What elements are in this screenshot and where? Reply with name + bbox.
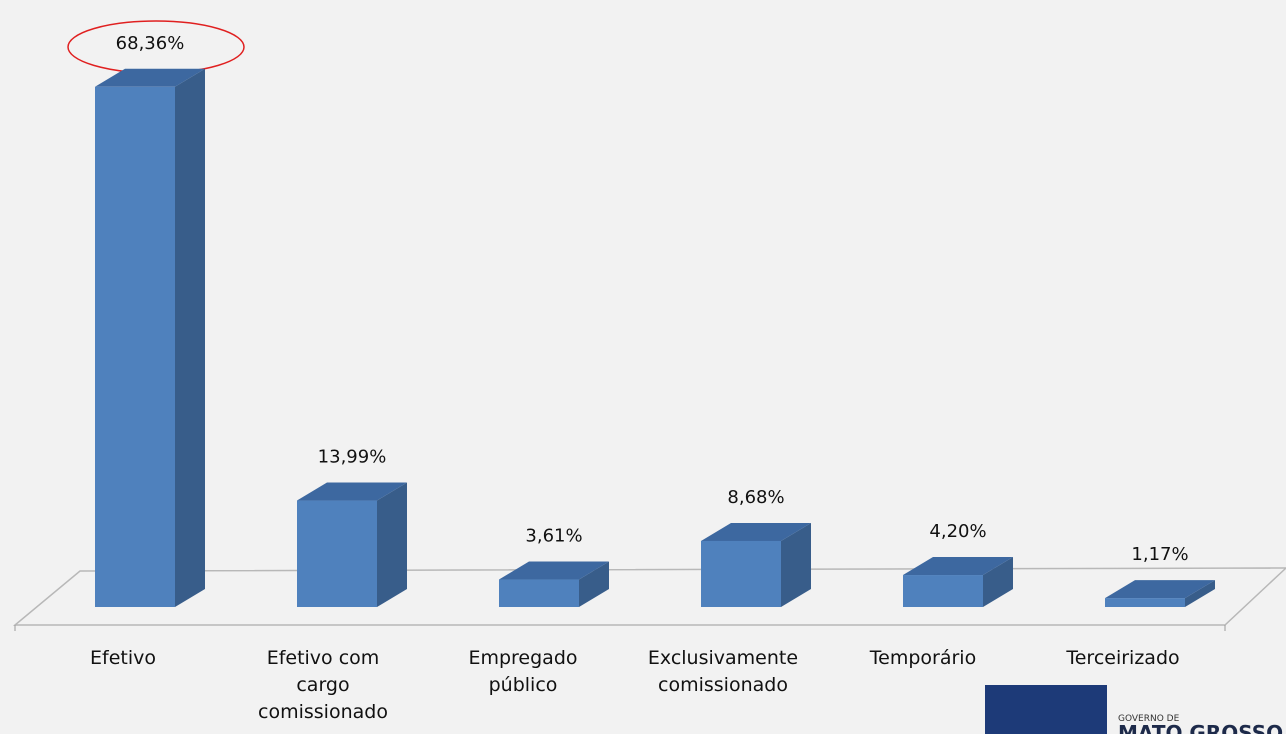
bar bbox=[95, 68, 205, 608]
bar-front bbox=[297, 500, 377, 607]
x-tick-label: Temporário bbox=[869, 647, 977, 669]
bar-side bbox=[781, 522, 811, 607]
bar bbox=[701, 522, 811, 607]
bar-top bbox=[903, 557, 1013, 576]
bar bbox=[297, 482, 407, 607]
x-tick-label: Efetivo bbox=[90, 647, 156, 669]
x-tick-label: Efetivo com cargo comissionado bbox=[258, 647, 388, 723]
value-label: 4,20% bbox=[929, 521, 986, 542]
bar-side bbox=[175, 68, 205, 608]
x-tick-label: Exclusivamente comissionado bbox=[647, 647, 799, 696]
value-label: 1,17% bbox=[1131, 544, 1188, 565]
logo-text: MATO GROSSO bbox=[1118, 721, 1283, 734]
value-label: 68,36% bbox=[116, 33, 185, 54]
bar bbox=[499, 561, 609, 607]
logo-text: GOVERNO DE bbox=[1118, 714, 1180, 724]
bar-top bbox=[1105, 580, 1215, 599]
value-label: 13,99% bbox=[318, 447, 387, 468]
floor bbox=[12, 567, 1286, 626]
value-label: 3,61% bbox=[525, 526, 582, 547]
bar-top bbox=[701, 522, 811, 541]
bar-top bbox=[297, 482, 407, 501]
bar bbox=[1105, 580, 1215, 607]
bar-front bbox=[499, 579, 579, 607]
bar-side bbox=[1185, 580, 1215, 607]
bar-top bbox=[95, 68, 205, 87]
bar bbox=[903, 557, 1013, 607]
logo-emblem bbox=[985, 685, 1107, 734]
bar-side bbox=[983, 557, 1013, 607]
bar-top bbox=[499, 561, 609, 580]
bar-side bbox=[377, 482, 407, 607]
bar-side bbox=[579, 561, 609, 607]
x-tick-label: Terceirizado bbox=[1066, 647, 1180, 669]
value-label: 8,68% bbox=[727, 487, 784, 508]
bar-front bbox=[1105, 598, 1185, 607]
bar-front bbox=[903, 575, 983, 607]
bar-front bbox=[95, 86, 175, 608]
bar-front bbox=[701, 540, 781, 607]
x-tick-label: Empregado público bbox=[468, 647, 578, 696]
